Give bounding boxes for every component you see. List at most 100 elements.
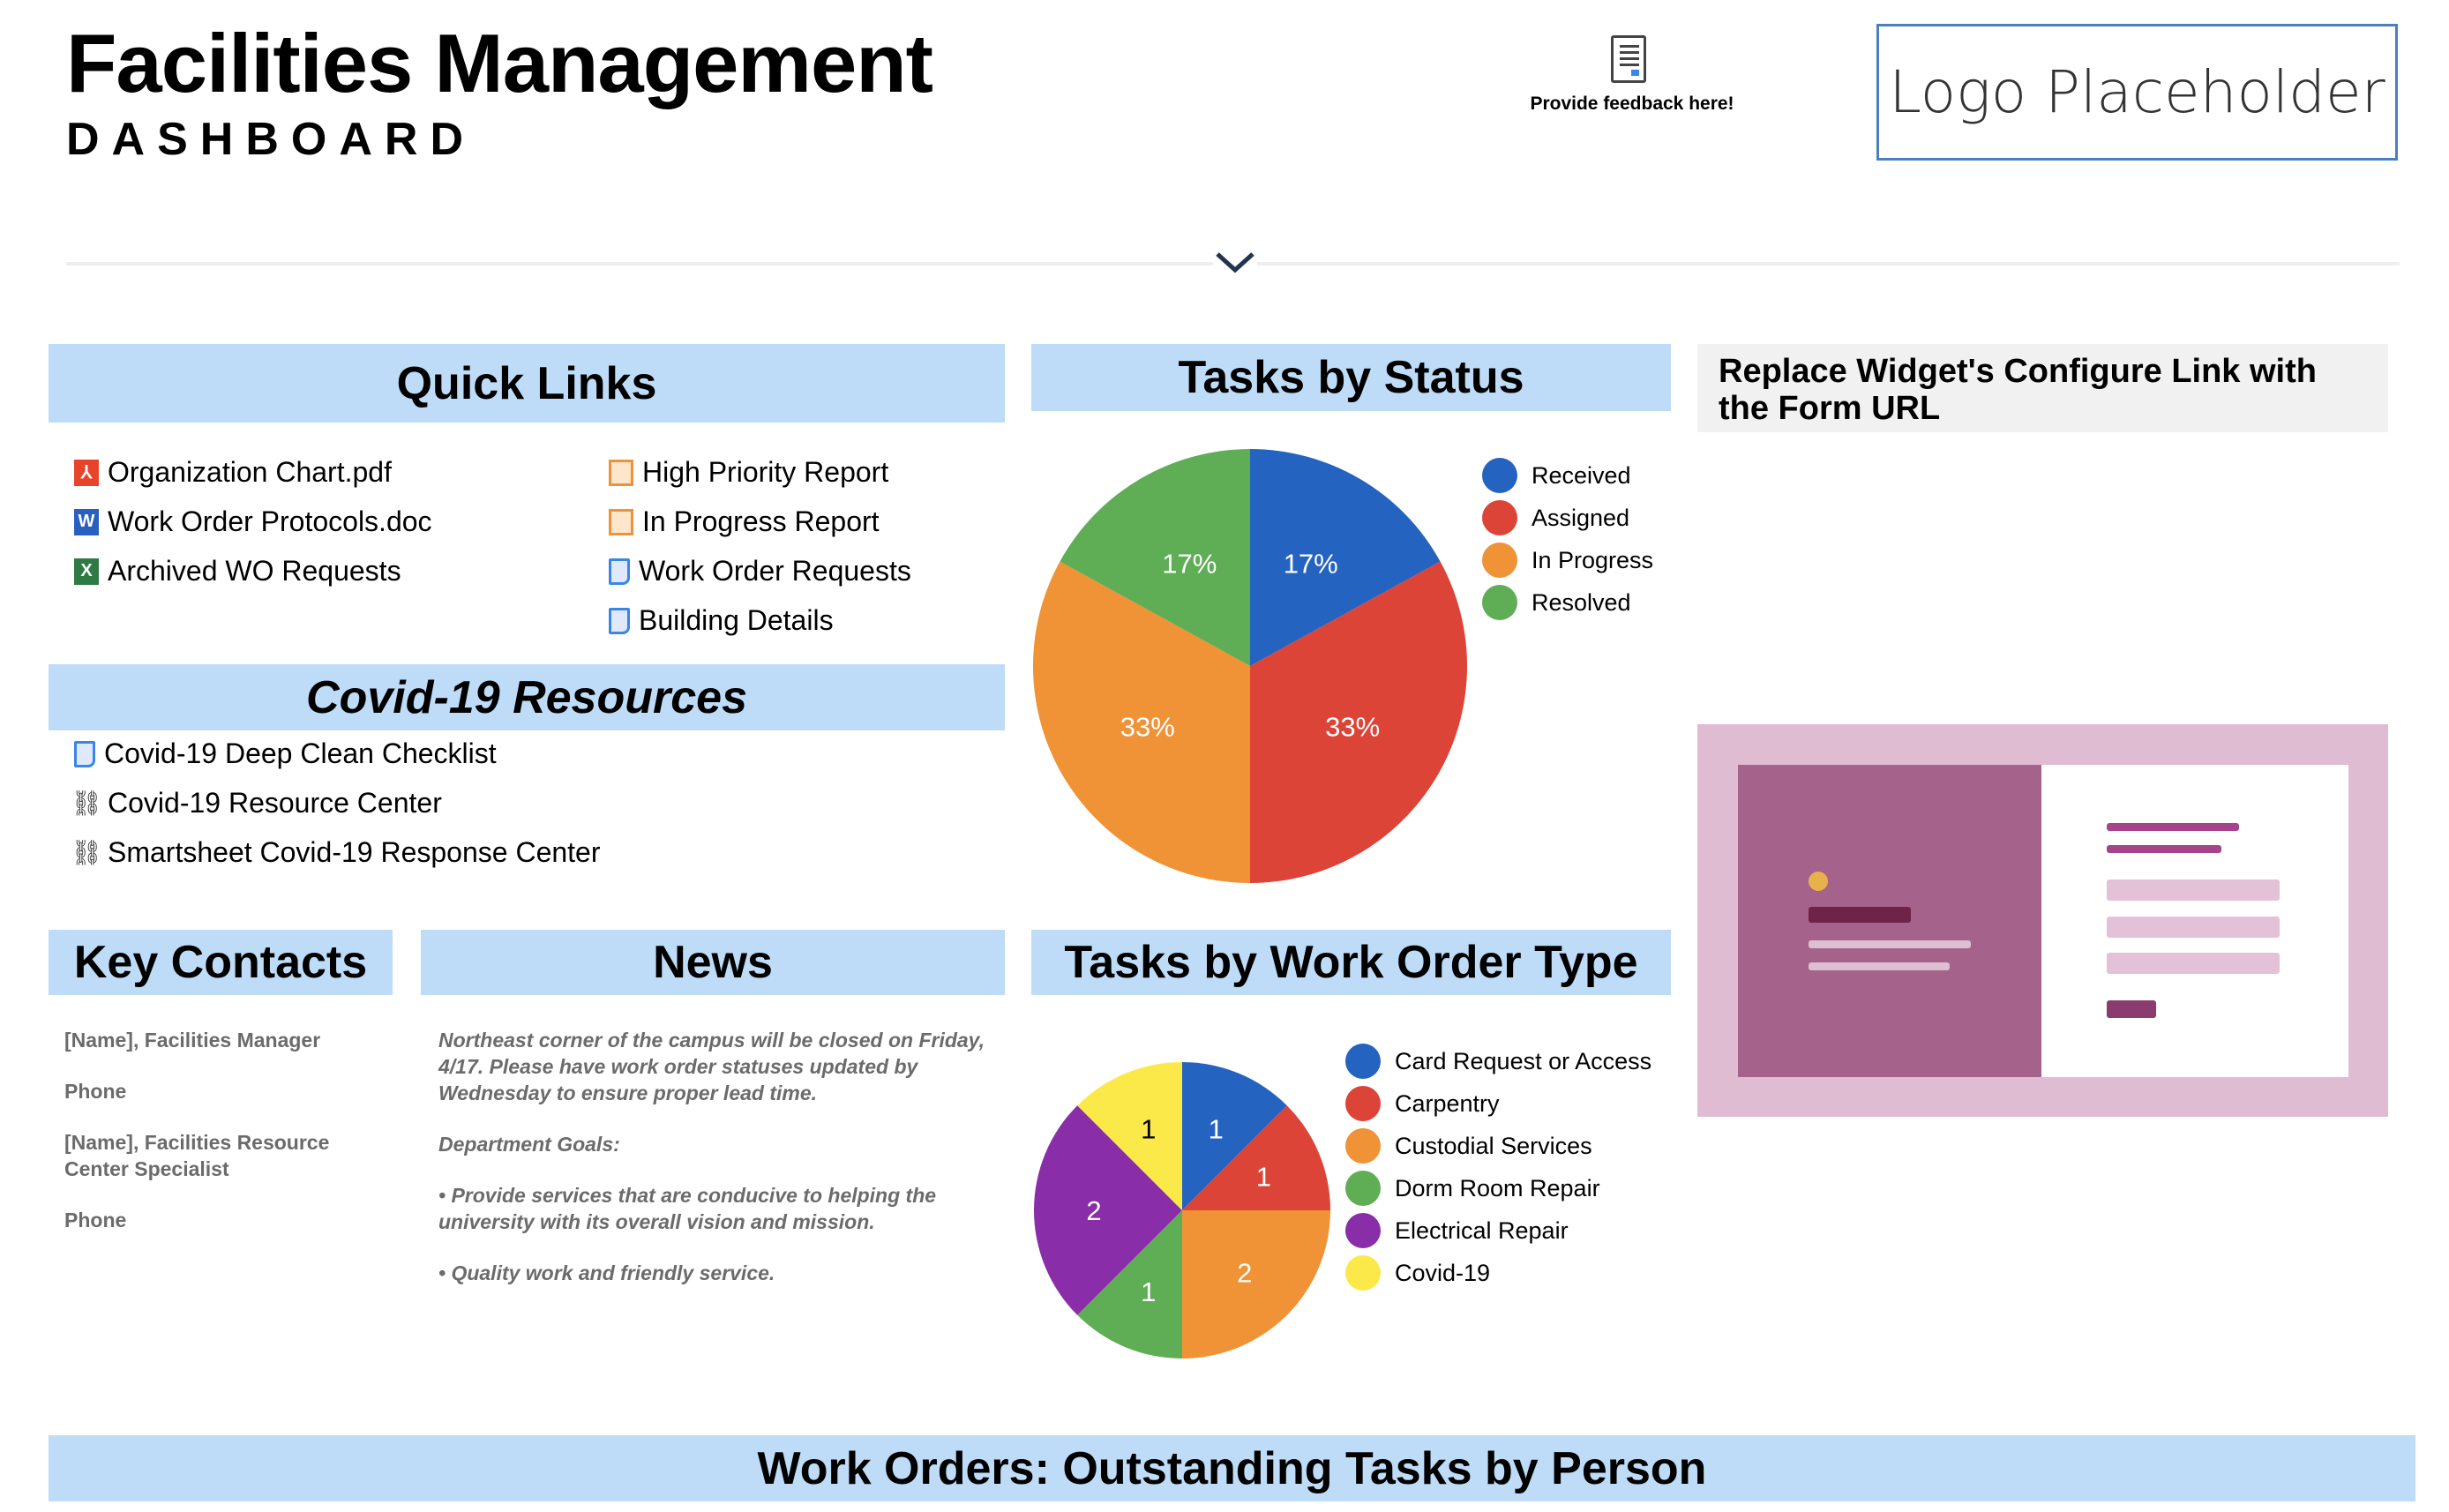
- pie-data-label: 33%: [1120, 712, 1175, 743]
- pie-data-label: 1: [1209, 1113, 1224, 1144]
- legend-swatch: [1482, 500, 1517, 535]
- pie-slice-resolved[interactable]: [1060, 449, 1250, 666]
- quick-link[interactable]: Work Order Requests: [609, 555, 911, 588]
- legend-swatch: [1482, 458, 1517, 493]
- pie-slice-assigned[interactable]: [1250, 561, 1467, 883]
- quick-link[interactable]: Covid-19 Deep Clean Checklist: [74, 737, 497, 770]
- quick-link[interactable]: ⛓ Smartsheet Covid-19 Response Center: [71, 836, 601, 869]
- report-icon: [609, 459, 633, 486]
- legend-swatch: [1345, 1086, 1381, 1121]
- pie-data-label: 2: [1086, 1195, 1101, 1226]
- report-icon: [609, 508, 633, 535]
- sheet-icon: [609, 558, 630, 585]
- legend-item: Resolved: [1482, 581, 1653, 624]
- legend-swatch: [1482, 585, 1517, 620]
- legend-swatch: [1345, 1128, 1381, 1164]
- pie-slice-covid-19[interactable]: [1077, 1062, 1182, 1210]
- quick-link-label: Work Order Requests: [639, 555, 911, 587]
- pie-slice-card-request-or-access[interactable]: [1182, 1062, 1287, 1210]
- pie-data-label: 17%: [1284, 549, 1338, 580]
- legend-label: Received: [1532, 461, 1631, 489]
- form-illustration[interactable]: [1697, 724, 2388, 1117]
- sheet-icon: [74, 740, 95, 767]
- legend-swatch: [1482, 543, 1517, 578]
- legend-item: Custodial Services: [1345, 1125, 1651, 1167]
- quick-link[interactable]: X Archived WO Requests: [74, 555, 401, 588]
- legend-label: Custodial Services: [1395, 1132, 1592, 1159]
- contact-name: [Name], Facilities Manager: [64, 1029, 321, 1052]
- quick-link[interactable]: In Progress Report: [609, 505, 880, 538]
- legend-swatch: [1345, 1213, 1381, 1248]
- pie-slice-in-progress[interactable]: [1033, 561, 1250, 883]
- pie-data-label: 1: [1141, 1113, 1156, 1144]
- news-paragraph: Department Goals:: [438, 1133, 620, 1156]
- logo-placeholder: Logo Placeholder: [1876, 24, 2398, 161]
- feedback-form-icon[interactable]: [1611, 35, 1646, 83]
- legend-label: In Progress: [1532, 546, 1654, 573]
- legend-swatch: [1345, 1255, 1381, 1291]
- tasks-by-work-order-type-pie: 1 1 2 1 2 1: [1034, 1062, 1330, 1359]
- pie-slice-carpentry[interactable]: [1182, 1105, 1330, 1210]
- quick-link-label: High Priority Report: [642, 456, 889, 488]
- pie-data-label: 1: [1141, 1276, 1156, 1307]
- quick-link-label: Archived WO Requests: [108, 555, 401, 587]
- quick-link-label: Smartsheet Covid-19 Response Center: [108, 836, 601, 868]
- quick-link-label: Organization Chart.pdf: [108, 456, 392, 488]
- word-icon: W: [74, 508, 99, 535]
- pie-slice-custodial-services[interactable]: [1182, 1210, 1330, 1359]
- legend-label: Dorm Room Repair: [1395, 1174, 1600, 1201]
- quick-link[interactable]: High Priority Report: [609, 456, 888, 489]
- excel-icon: X: [74, 558, 99, 585]
- quick-link-label: Covid-19 Resource Center: [108, 787, 442, 819]
- legend-label: Resolved: [1532, 588, 1631, 616]
- sheet-icon: [609, 607, 630, 634]
- pie-slice-electrical-repair[interactable]: [1034, 1105, 1182, 1315]
- form-widget-title: Replace Widget's Configure Link with the…: [1697, 344, 2388, 432]
- pie-data-label: 1: [1256, 1162, 1271, 1193]
- legend-label: Card Request or Access: [1395, 1047, 1652, 1074]
- legend-item: Covid-19: [1345, 1252, 1651, 1294]
- page-subtitle: DASHBOARD: [66, 114, 476, 165]
- link-icon: ⛓: [71, 839, 102, 866]
- feedback-link[interactable]: Provide feedback here!: [1530, 94, 1734, 114]
- legend-label: Assigned: [1532, 504, 1630, 531]
- quick-links-header: Quick Links: [49, 344, 1005, 423]
- quick-link[interactable]: ⅄ Organization Chart.pdf: [74, 456, 392, 489]
- tasks-by-status-header: Tasks by Status: [1031, 344, 1671, 411]
- quick-link-label: Work Order Protocols.doc: [108, 505, 432, 537]
- pdf-icon: ⅄: [74, 459, 99, 486]
- quick-link[interactable]: Building Details: [609, 604, 834, 637]
- page-title: Facilities Management: [66, 17, 933, 109]
- chevron-down-icon[interactable]: [1213, 238, 1257, 282]
- tasks-by-status-pie: 17% 33% 33% 17%: [1033, 449, 1467, 883]
- contact-name: [Name], Facilities Resource Center Speci…: [64, 1131, 330, 1180]
- news-paragraph: • Provide services that are conducive to…: [438, 1184, 937, 1233]
- tasks-by-work-order-type-header: Tasks by Work Order Type: [1031, 930, 1671, 995]
- legend-item: Dorm Room Repair: [1345, 1167, 1651, 1209]
- legend-item: Electrical Repair: [1345, 1209, 1651, 1252]
- legend-swatch: [1345, 1044, 1381, 1079]
- legend-swatch: [1345, 1171, 1381, 1206]
- key-contacts-header: Key Contacts: [49, 930, 393, 995]
- legend-label: Electrical Repair: [1395, 1216, 1569, 1244]
- legend-label: Covid-19: [1395, 1259, 1491, 1286]
- covid-resources-header: Covid-19 Resources: [49, 664, 1005, 730]
- contact-phone: Phone: [64, 1209, 127, 1231]
- news-header: News: [421, 930, 1005, 995]
- quick-link-label: In Progress Report: [642, 505, 880, 537]
- key-contacts-list: [Name], Facilities Manager Phone [Name],…: [64, 1027, 373, 1233]
- link-icon: ⛓: [71, 790, 102, 817]
- outstanding-tasks-header: Work Orders: Outstanding Tasks by Person: [49, 1435, 2415, 1501]
- legend-item: Carpentry: [1345, 1082, 1651, 1125]
- quick-link-label: Covid-19 Deep Clean Checklist: [104, 737, 497, 769]
- legend-item: In Progress: [1482, 539, 1653, 581]
- contact-phone: Phone: [64, 1080, 127, 1103]
- pie-data-label: 17%: [1162, 549, 1217, 580]
- news-content: Northeast corner of the campus will be c…: [438, 1027, 985, 1286]
- legend-item: Card Request or Access: [1345, 1040, 1651, 1082]
- quick-link[interactable]: ⛓ Covid-19 Resource Center: [71, 787, 442, 820]
- quick-link[interactable]: W Work Order Protocols.doc: [74, 505, 432, 538]
- pie-slice-dorm-room-repair[interactable]: [1077, 1210, 1182, 1359]
- pie-slice-received[interactable]: [1250, 449, 1441, 666]
- pie-data-label: 33%: [1325, 712, 1380, 743]
